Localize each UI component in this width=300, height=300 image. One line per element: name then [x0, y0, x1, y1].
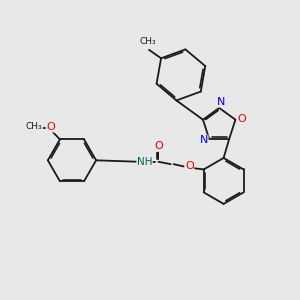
Text: O: O: [185, 161, 194, 171]
Text: O: O: [46, 122, 55, 132]
Text: NH: NH: [137, 158, 152, 167]
Text: N: N: [217, 97, 225, 107]
Text: CH₃: CH₃: [139, 37, 156, 46]
Text: N: N: [200, 135, 208, 145]
Text: O: O: [237, 114, 246, 124]
Text: CH₃: CH₃: [26, 122, 43, 131]
Text: O: O: [154, 142, 163, 152]
